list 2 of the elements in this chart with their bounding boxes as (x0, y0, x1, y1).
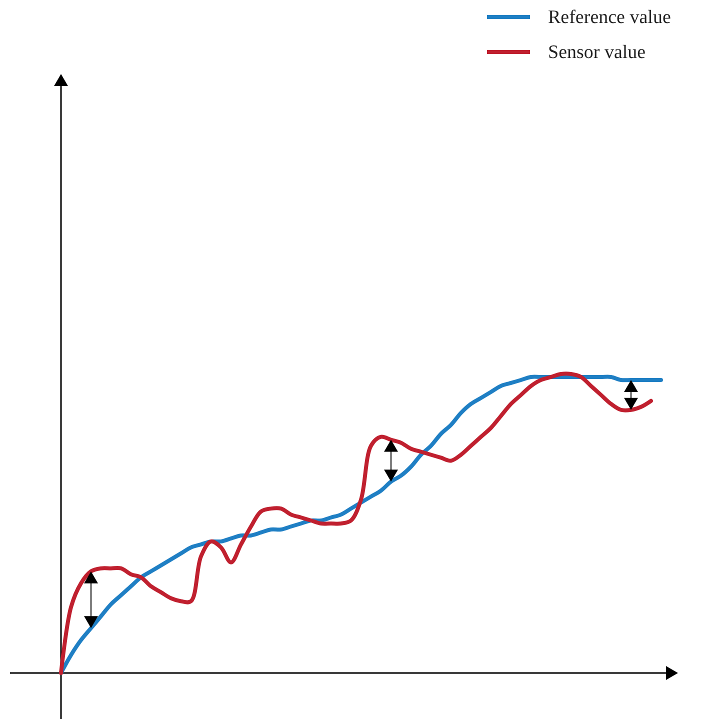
legend-label: Sensor value (548, 42, 646, 63)
legend-label: Reference value (548, 7, 671, 28)
